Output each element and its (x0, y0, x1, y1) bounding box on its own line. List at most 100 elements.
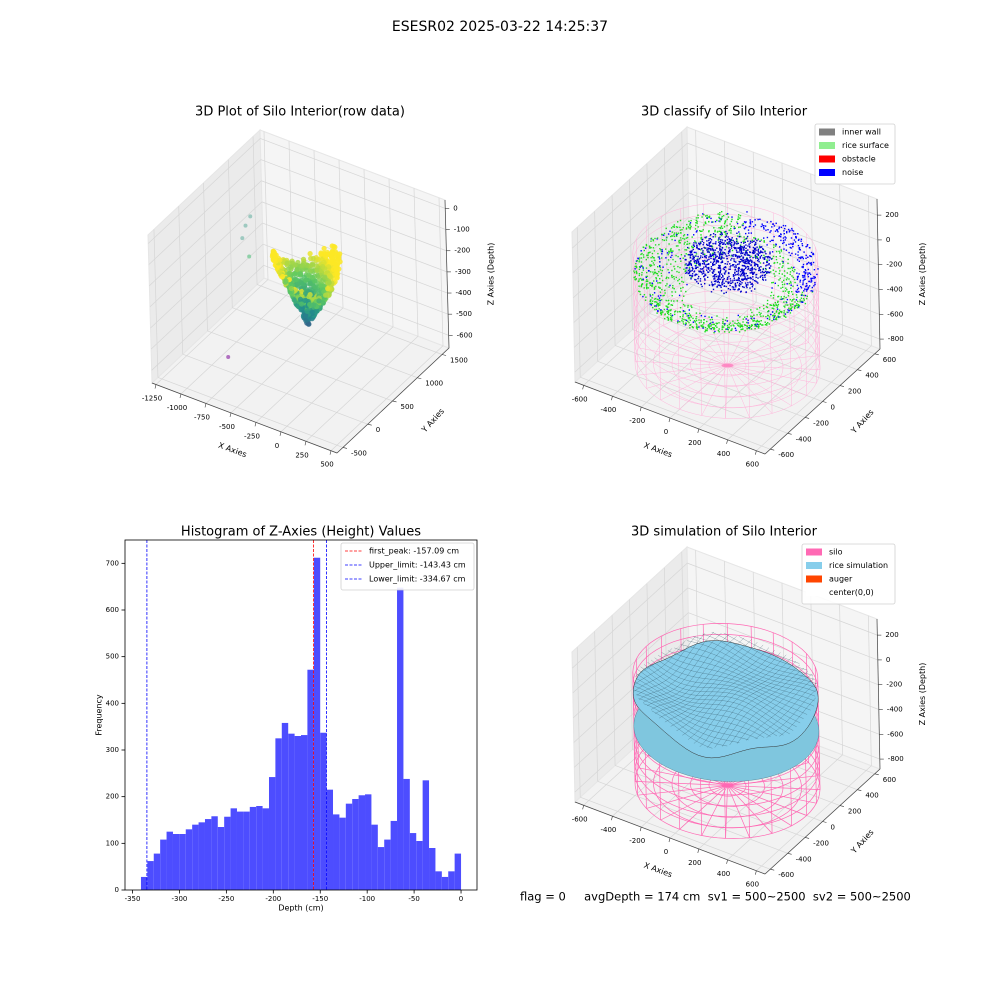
point-cloud (651, 302, 653, 305)
point-cloud (676, 300, 678, 302)
point-cloud (695, 319, 698, 322)
point-cloud (803, 288, 806, 290)
point-cloud (734, 272, 736, 274)
point-cloud (769, 231, 771, 233)
point-cloud (671, 231, 673, 233)
point-cloud (757, 327, 760, 329)
point-cloud (683, 295, 685, 297)
point-cloud (727, 261, 729, 263)
point-cloud (788, 290, 790, 293)
point-cloud (691, 269, 693, 272)
point-cloud (709, 255, 711, 257)
point-cloud (689, 260, 692, 263)
point-cloud (744, 282, 747, 284)
point-cloud (738, 226, 740, 229)
point-cloud (719, 270, 722, 272)
point-cloud (787, 258, 789, 261)
point-cloud (739, 282, 741, 285)
point-cloud (720, 230, 722, 233)
point-cloud (759, 218, 761, 220)
point-cloud (710, 281, 713, 283)
point-cloud (728, 237, 730, 240)
point-cloud (726, 255, 728, 257)
surface-mesh (647, 634, 730, 706)
point-cloud (733, 254, 735, 256)
point-cloud (736, 281, 739, 284)
point-cloud (765, 323, 768, 325)
point-cloud (768, 271, 770, 273)
silo-wall-line (632, 252, 636, 362)
point-cloud (775, 318, 778, 321)
point-cloud (668, 302, 670, 305)
silo-floor-spoke (727, 365, 817, 384)
point-cloud (762, 251, 764, 254)
point-cloud (660, 294, 662, 297)
point-cloud (739, 324, 741, 326)
point-cloud (756, 246, 758, 248)
point-cloud (788, 292, 790, 295)
point-cloud (702, 272, 705, 274)
point-cloud (640, 265, 642, 267)
point-cloud (656, 298, 659, 301)
point-cloud (774, 315, 776, 317)
silo-wall-line (769, 304, 773, 414)
point-cloud (651, 260, 653, 262)
point-cloud (752, 252, 754, 255)
point-cloud (745, 258, 748, 260)
point-cloud (727, 250, 730, 253)
y-tick-label: 600 (883, 356, 896, 364)
point-cloud (757, 320, 760, 323)
point-cloud (751, 271, 753, 273)
point-cloud (728, 242, 730, 244)
point-cloud (773, 314, 775, 317)
point-cloud (811, 277, 813, 280)
point-cloud (635, 262, 637, 265)
point-cloud (680, 260, 682, 262)
point-cloud (712, 249, 715, 251)
point-cloud (764, 321, 766, 323)
point-cloud (751, 269, 754, 271)
point-cloud (805, 282, 808, 285)
point-cloud (718, 265, 721, 267)
point-cloud (635, 278, 637, 281)
point-cloud (768, 259, 770, 261)
point-cloud (697, 214, 699, 216)
point-cloud (710, 245, 713, 248)
point-cloud (724, 271, 727, 273)
point-cloud (796, 278, 798, 281)
point-cloud (714, 220, 717, 223)
grid-line (153, 229, 159, 378)
tick-mark (582, 805, 584, 810)
point-cloud (759, 252, 761, 254)
point-cloud (650, 240, 652, 242)
point-cloud (777, 312, 780, 315)
point-cloud (724, 319, 727, 322)
point-cloud (700, 238, 703, 240)
point-cloud (660, 272, 662, 275)
point-cloud (774, 318, 777, 320)
point-cloud (739, 245, 742, 247)
x-tick-label: -250 (244, 432, 260, 440)
point-cloud (640, 285, 642, 287)
point-cloud (696, 230, 698, 232)
tick-mark (697, 848, 700, 853)
y-tick-label: -400 (796, 855, 812, 863)
tick-mark (611, 816, 613, 821)
point-cloud (769, 304, 771, 306)
point-cloud (682, 227, 684, 229)
silo-floor-spoke (660, 785, 728, 821)
grid-line (646, 163, 651, 314)
point-cloud (667, 303, 670, 305)
point-cloud (703, 263, 706, 265)
point-cloud (755, 257, 757, 259)
point-cloud (655, 305, 657, 307)
point-cloud (794, 241, 797, 243)
point-cloud (808, 285, 811, 287)
point-cloud (760, 239, 763, 241)
silo-floor-spoke (725, 785, 728, 839)
point-cloud (713, 280, 716, 283)
point-cloud (288, 264, 294, 270)
point-cloud (718, 331, 720, 333)
silo-floor-spoke (727, 315, 754, 366)
point-cloud (798, 260, 800, 262)
